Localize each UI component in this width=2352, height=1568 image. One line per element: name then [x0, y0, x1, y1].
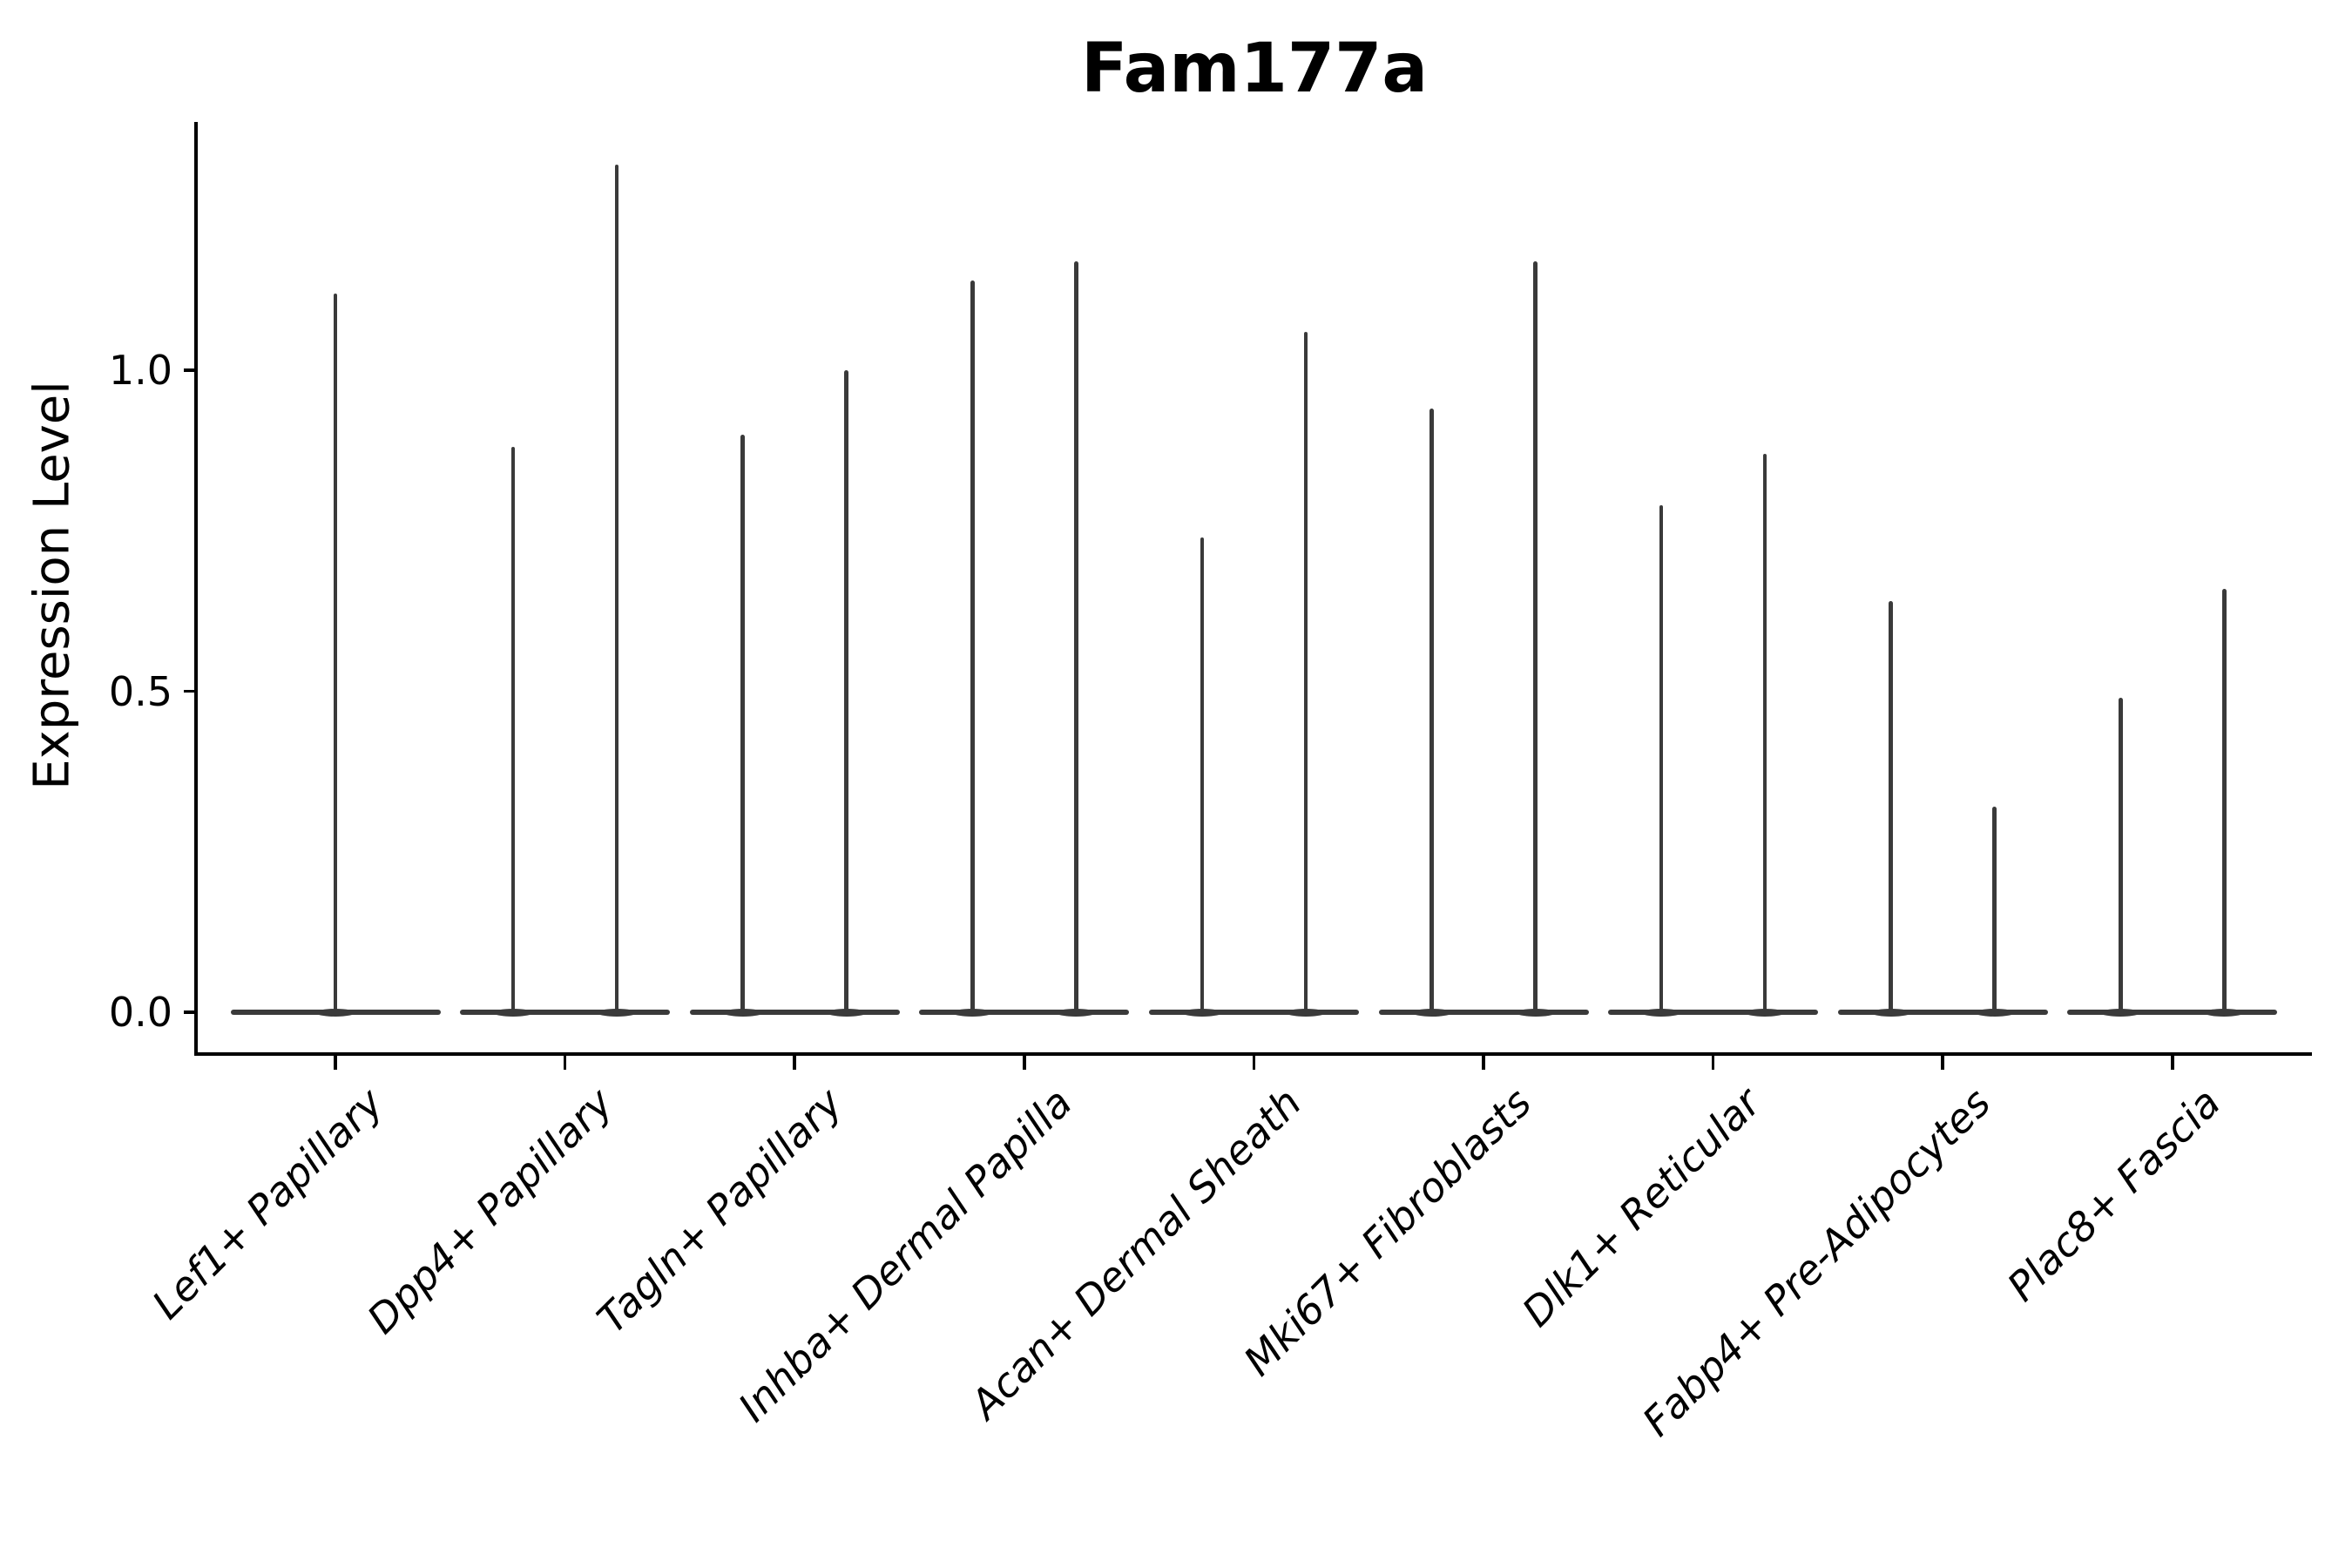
x-tick-mark: [334, 1056, 337, 1070]
violin-spike: [1533, 260, 1538, 1012]
violin-spike: [1200, 537, 1205, 1012]
y-axis-label: Expression Level: [24, 381, 81, 790]
violin-base: [919, 1010, 1130, 1015]
violin-shoulder: [597, 1008, 638, 1017]
y-tick-label: 0.0: [108, 989, 172, 1036]
violin-spike: [1659, 504, 1664, 1012]
violin-shoulder: [1870, 1008, 1911, 1017]
violin-shoulder: [952, 1008, 993, 1017]
violin-spike: [2222, 588, 2227, 1012]
x-tick-mark: [1941, 1056, 1944, 1070]
violin-base: [1837, 1010, 2048, 1015]
violin-spike: [510, 447, 516, 1012]
violin-spike: [1074, 260, 1078, 1012]
violin-spike: [614, 165, 619, 1012]
violin-spike: [844, 370, 848, 1012]
violin-spike: [1762, 453, 1767, 1012]
violin-spike: [2119, 697, 2123, 1012]
x-tick-label: Lef1+ Papillary: [142, 1078, 392, 1328]
chart-title: Fam177a: [1080, 30, 1429, 108]
violin-shoulder: [1515, 1008, 1556, 1017]
x-tick-mark: [793, 1056, 796, 1070]
violin-spike: [1992, 807, 1997, 1012]
violin-spike: [970, 280, 975, 1012]
violin-shoulder: [315, 1008, 355, 1017]
violin-base: [460, 1010, 671, 1015]
x-tick-mark: [1252, 1056, 1256, 1070]
violin-spike: [740, 434, 745, 1012]
violin-base: [2067, 1010, 2278, 1015]
violin-spike: [1429, 409, 1434, 1012]
violin-shoulder: [1411, 1008, 1452, 1017]
violin-base: [1608, 1010, 1819, 1015]
violin-spike: [1303, 331, 1308, 1012]
y-axis-spine: [194, 122, 198, 1056]
x-tick-mark: [1711, 1056, 1715, 1070]
violin-shoulder: [722, 1008, 763, 1017]
violin-shoulder: [1056, 1008, 1097, 1017]
violin-base: [689, 1010, 900, 1015]
y-tick-mark: [184, 1010, 196, 1014]
violin-shoulder: [1181, 1008, 1222, 1017]
violin-shoulder: [826, 1008, 867, 1017]
violin-shoulder: [2204, 1008, 2245, 1017]
x-tick-label: Tagln+ Papillary: [587, 1078, 851, 1342]
x-tick-label: Plac8+ Fascia: [1997, 1078, 2229, 1310]
y-tick-mark: [184, 368, 196, 372]
violin-shoulder: [493, 1008, 534, 1017]
violin-spike: [333, 293, 338, 1012]
x-tick-label: Dpp4+ Papillary: [357, 1078, 622, 1343]
y-tick-label: 0.5: [108, 667, 172, 715]
x-axis-spine: [194, 1052, 2312, 1056]
violin-shoulder: [1285, 1008, 1326, 1017]
y-tick-mark: [184, 689, 196, 693]
violin-base: [1148, 1010, 1359, 1015]
violin-base: [1378, 1010, 1589, 1015]
y-tick-label: 1.0: [108, 347, 172, 394]
x-tick-label: Dlk1+ Reticular: [1512, 1078, 1770, 1336]
violin-spike: [1889, 601, 1893, 1012]
x-tick-mark: [1023, 1056, 1026, 1070]
x-tick-mark: [2171, 1056, 2174, 1070]
violin-shoulder: [1745, 1008, 1786, 1017]
violin-shoulder: [1974, 1008, 2015, 1017]
violin-shoulder: [2100, 1008, 2141, 1017]
x-tick-mark: [1482, 1056, 1485, 1070]
x-tick-mark: [563, 1056, 567, 1070]
violin-shoulder: [1641, 1008, 1682, 1017]
